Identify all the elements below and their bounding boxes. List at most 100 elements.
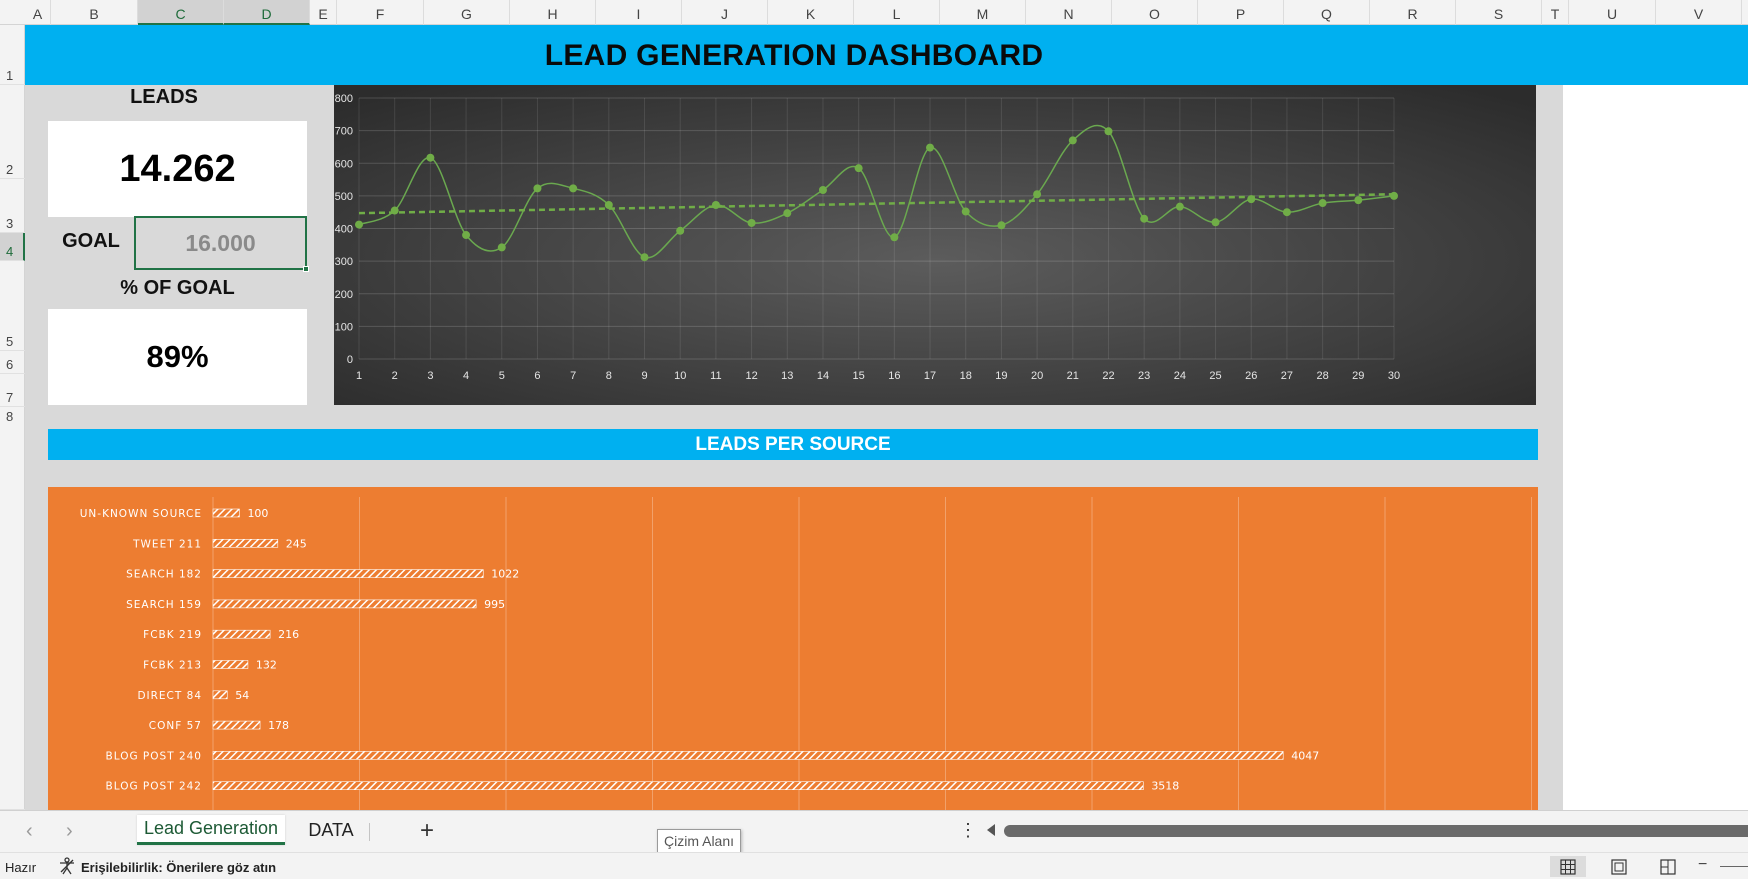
category-label: FCBK 213 <box>143 660 202 672</box>
line-data-point <box>997 221 1006 230</box>
row-header-7[interactable]: 7 <box>0 374 25 407</box>
line-chart-background <box>334 85 1536 405</box>
line-data-point <box>783 209 792 218</box>
normal-view-button[interactable] <box>1550 856 1586 877</box>
row-header-3[interactable]: 3 <box>0 179 25 233</box>
line-data-point <box>1140 214 1149 223</box>
y-tick-label: 400 <box>335 224 353 236</box>
column-header-b[interactable]: B <box>51 0 138 25</box>
worksheet[interactable]: LEAD GENERATION DASHBOARD LEADS 14.262 G… <box>25 25 1748 810</box>
category-label: UN-KNOWN SOURCE <box>80 508 202 520</box>
leads-per-source-bar-chart[interactable]: UN-KNOWN SOURCE 100 TWEET 211 245 SEARCH 182… <box>48 487 1538 810</box>
row-header-2[interactable]: 2 <box>0 85 25 179</box>
zoom-out-icon[interactable]: − <box>1698 856 1708 873</box>
next-sheet-icon[interactable]: › <box>66 820 73 842</box>
column-header-m[interactable]: M <box>940 0 1026 25</box>
y-tick-label: 800 <box>335 93 353 105</box>
row-header-8[interactable]: 8 <box>0 407 25 810</box>
column-header-p[interactable]: P <box>1198 0 1284 25</box>
x-tick-label: 5 <box>499 370 505 382</box>
status-bar: Hazır Erişilebilirlik: Önerilere göz atı… <box>0 852 1748 879</box>
x-tick-label: 3 <box>427 370 433 382</box>
source-bar[interactable] <box>212 629 271 639</box>
x-tick-label: 27 <box>1281 370 1293 382</box>
source-bar[interactable] <box>212 599 477 609</box>
source-bar[interactable] <box>212 720 261 730</box>
leads-value[interactable]: 14.262 <box>48 121 307 217</box>
tab-data[interactable]: DATA <box>308 819 354 840</box>
column-header-c[interactable]: C <box>138 0 224 25</box>
x-tick-label: 4 <box>463 370 469 382</box>
category-label: SEARCH 182 <box>126 569 202 581</box>
column-header-s[interactable]: S <box>1456 0 1542 25</box>
scroll-left-icon[interactable] <box>987 824 995 836</box>
source-bar[interactable] <box>212 508 240 518</box>
x-tick-label: 6 <box>534 370 540 382</box>
y-tick-label: 600 <box>335 158 353 170</box>
column-header-o[interactable]: O <box>1112 0 1198 25</box>
column-header-q[interactable]: Q <box>1284 0 1370 25</box>
fill-handle[interactable] <box>303 266 309 272</box>
x-tick-label: 2 <box>392 370 398 382</box>
bar-value-label: 178 <box>268 719 289 732</box>
x-tick-label: 7 <box>570 370 576 382</box>
bar-value-label: 1022 <box>491 568 519 581</box>
page-layout-view-button[interactable] <box>1601 856 1637 877</box>
row-header-4[interactable]: 4 <box>0 233 25 261</box>
column-header-h[interactable]: H <box>510 0 596 25</box>
source-bar[interactable] <box>212 538 279 548</box>
column-header-f[interactable]: F <box>337 0 424 25</box>
x-tick-label: 24 <box>1174 370 1186 382</box>
column-header-a[interactable]: A <box>25 0 51 25</box>
dashboard-title: LEAD GENERATION DASHBOARD <box>544 39 1044 72</box>
source-bar[interactable] <box>212 660 249 669</box>
x-tick-label: 23 <box>1138 370 1150 382</box>
category-label: CONF 57 <box>149 720 202 732</box>
x-tick-label: 30 <box>1388 370 1400 382</box>
column-header-d[interactable]: D <box>224 0 310 25</box>
zoom-slider[interactable] <box>1720 866 1748 867</box>
accessibility-status[interactable]: Erişilebilirlik: Önerilere göz atın <box>81 860 277 875</box>
source-bar[interactable] <box>212 781 1144 791</box>
x-tick-label: 16 <box>888 370 900 382</box>
x-tick-label: 13 <box>781 370 793 382</box>
prev-sheet-icon[interactable]: ‹ <box>26 820 33 842</box>
line-data-point <box>854 164 863 173</box>
column-header-i[interactable]: I <box>596 0 682 25</box>
column-header-g[interactable]: G <box>424 0 510 25</box>
y-tick-label: 0 <box>347 354 353 366</box>
horizontal-scrollbar[interactable] <box>1004 825 1748 837</box>
percent-of-goal-value[interactable]: 89% <box>48 309 307 405</box>
source-bar[interactable] <box>212 751 1284 760</box>
x-tick-label: 19 <box>995 370 1007 382</box>
column-header-e[interactable]: E <box>310 0 337 25</box>
column-header-u[interactable]: U <box>1569 0 1656 25</box>
goal-value-cell[interactable]: 16.000 <box>134 216 307 270</box>
column-header-n[interactable]: N <box>1026 0 1112 25</box>
category-label: SEARCH 159 <box>126 599 202 611</box>
row-header-5[interactable]: 5 <box>0 261 25 351</box>
add-sheet-icon[interactable]: + <box>420 817 435 844</box>
column-header-k[interactable]: K <box>768 0 854 25</box>
page-break-view-button[interactable] <box>1650 856 1686 877</box>
source-bar[interactable] <box>212 569 484 578</box>
x-tick-label: 11 <box>710 370 721 382</box>
source-bar[interactable] <box>212 690 228 700</box>
more-options-icon[interactable]: ⋮ <box>959 820 977 840</box>
row-header-1[interactable]: 1 <box>0 25 25 85</box>
x-tick-label: 29 <box>1352 370 1364 382</box>
tab-lead-generation[interactable]: Lead Generation <box>137 815 285 845</box>
column-header-j[interactable]: J <box>682 0 768 25</box>
tab-divider <box>369 823 370 841</box>
accessibility-icon[interactable] <box>58 857 76 875</box>
column-header-l[interactable]: L <box>854 0 940 25</box>
column-header-r[interactable]: R <box>1370 0 1456 25</box>
goal-label[interactable]: GOAL <box>62 230 120 252</box>
category-label: FCBK 219 <box>143 629 202 641</box>
y-tick-label: 300 <box>335 256 353 268</box>
row-header-6[interactable]: 6 <box>0 351 25 374</box>
column-header-v[interactable]: V <box>1656 0 1742 25</box>
column-header-t[interactable]: T <box>1542 0 1569 25</box>
